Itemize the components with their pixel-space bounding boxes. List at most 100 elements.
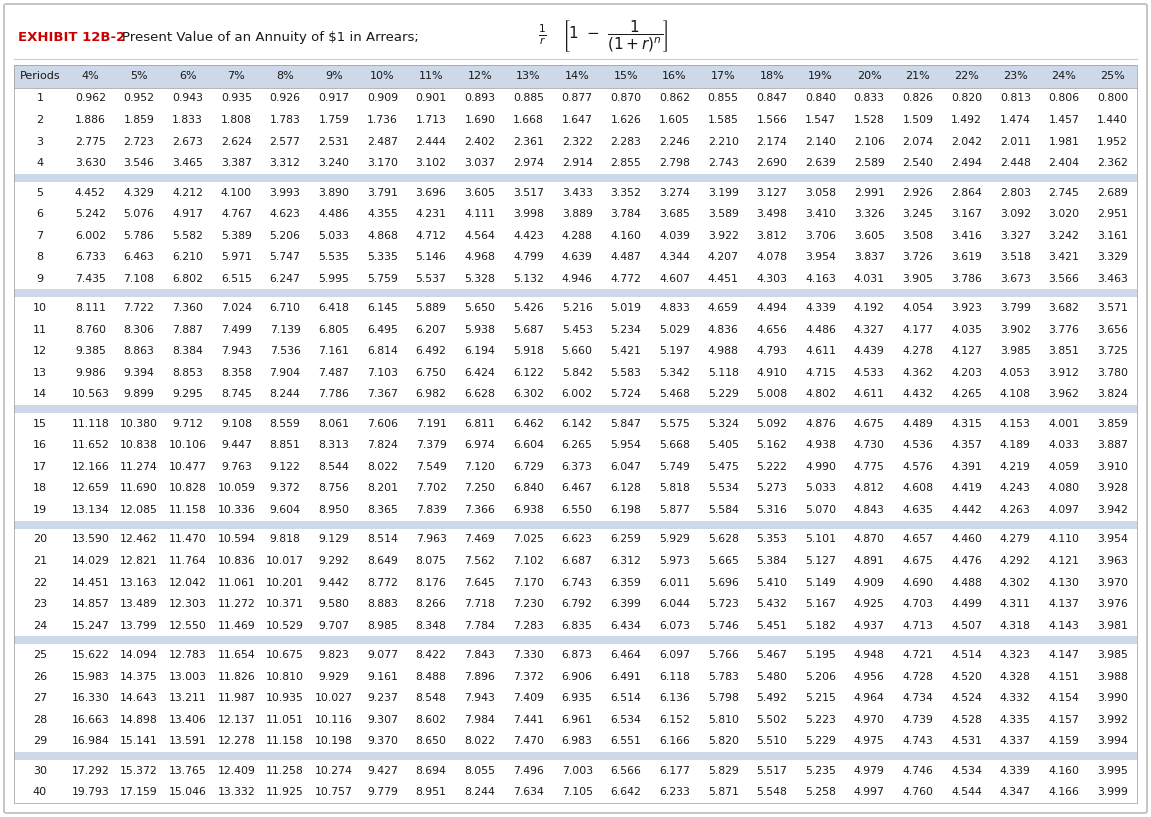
Text: 8.851: 8.851 bbox=[269, 440, 300, 450]
Text: 5.149: 5.149 bbox=[806, 578, 836, 587]
Text: 14.375: 14.375 bbox=[120, 672, 158, 681]
Text: 5.468: 5.468 bbox=[660, 390, 689, 400]
Text: 0.806: 0.806 bbox=[1049, 93, 1080, 104]
Text: 5.101: 5.101 bbox=[805, 534, 836, 544]
Text: 7.366: 7.366 bbox=[464, 505, 495, 515]
Text: 6.073: 6.073 bbox=[660, 621, 689, 631]
Text: 4.870: 4.870 bbox=[854, 534, 885, 544]
Text: 5.847: 5.847 bbox=[610, 419, 641, 429]
Text: 5.687: 5.687 bbox=[513, 324, 544, 335]
Text: 5.582: 5.582 bbox=[173, 230, 203, 241]
Text: 3.240: 3.240 bbox=[318, 158, 349, 168]
Text: 4.793: 4.793 bbox=[756, 346, 787, 356]
Text: 1.808: 1.808 bbox=[221, 115, 252, 125]
Text: 5.182: 5.182 bbox=[806, 621, 836, 631]
Text: 0.926: 0.926 bbox=[269, 93, 300, 104]
Text: 4.442: 4.442 bbox=[951, 505, 982, 515]
Text: 5.938: 5.938 bbox=[464, 324, 495, 335]
Bar bbox=[14, 550, 1137, 572]
Bar bbox=[14, 499, 1137, 520]
Text: 11.272: 11.272 bbox=[218, 599, 256, 609]
Text: 9.372: 9.372 bbox=[269, 484, 300, 493]
Text: 2.689: 2.689 bbox=[1097, 188, 1128, 198]
Text: 6.177: 6.177 bbox=[660, 766, 689, 775]
Text: 6.097: 6.097 bbox=[660, 650, 689, 660]
Text: 5.724: 5.724 bbox=[610, 390, 641, 400]
Text: 0.935: 0.935 bbox=[221, 93, 252, 104]
Text: 5.426: 5.426 bbox=[513, 303, 544, 313]
Text: 7.170: 7.170 bbox=[513, 578, 544, 587]
Text: 6.373: 6.373 bbox=[562, 462, 593, 472]
Text: 6.011: 6.011 bbox=[660, 578, 689, 587]
Bar bbox=[14, 383, 1137, 405]
Text: 9.108: 9.108 bbox=[221, 419, 252, 429]
Text: 4.157: 4.157 bbox=[1049, 715, 1080, 725]
Text: 5.584: 5.584 bbox=[708, 505, 739, 515]
Text: 4.489: 4.489 bbox=[902, 419, 933, 429]
Text: 5.475: 5.475 bbox=[708, 462, 739, 472]
Text: 6.302: 6.302 bbox=[513, 390, 544, 400]
Text: 14%: 14% bbox=[565, 71, 589, 82]
Text: 3.851: 3.851 bbox=[1049, 346, 1080, 356]
Text: 0.826: 0.826 bbox=[902, 93, 933, 104]
Text: 4.576: 4.576 bbox=[902, 462, 933, 472]
Text: 4.279: 4.279 bbox=[1000, 534, 1031, 544]
Text: 6.961: 6.961 bbox=[562, 715, 593, 725]
Text: 4.243: 4.243 bbox=[1000, 484, 1031, 493]
Text: 8.022: 8.022 bbox=[367, 462, 398, 472]
Text: 9.427: 9.427 bbox=[367, 766, 398, 775]
Text: 21: 21 bbox=[33, 556, 47, 566]
Text: 3.508: 3.508 bbox=[902, 230, 933, 241]
Text: 0.943: 0.943 bbox=[173, 93, 204, 104]
Text: 4.703: 4.703 bbox=[902, 599, 933, 609]
Text: 6.623: 6.623 bbox=[562, 534, 593, 544]
Text: 6.434: 6.434 bbox=[610, 621, 641, 631]
Text: 5.162: 5.162 bbox=[756, 440, 787, 450]
Text: 4.760: 4.760 bbox=[902, 788, 933, 797]
Text: 3.037: 3.037 bbox=[464, 158, 495, 168]
Text: 7.230: 7.230 bbox=[513, 599, 544, 609]
Text: 5.871: 5.871 bbox=[708, 788, 739, 797]
Text: 2.362: 2.362 bbox=[1097, 158, 1128, 168]
Text: 16%: 16% bbox=[662, 71, 687, 82]
Text: 4.311: 4.311 bbox=[1000, 599, 1031, 609]
Text: 9.442: 9.442 bbox=[319, 578, 349, 587]
Text: 3.421: 3.421 bbox=[1049, 252, 1080, 262]
Text: 23%: 23% bbox=[1003, 71, 1028, 82]
Text: 4.956: 4.956 bbox=[854, 672, 885, 681]
Text: 10.675: 10.675 bbox=[266, 650, 304, 660]
Text: 0.909: 0.909 bbox=[367, 93, 398, 104]
Text: 12.166: 12.166 bbox=[71, 462, 109, 472]
Text: 1.585: 1.585 bbox=[708, 115, 739, 125]
Text: 12%: 12% bbox=[467, 71, 493, 82]
Text: 5.242: 5.242 bbox=[75, 209, 106, 219]
Text: 4.263: 4.263 bbox=[1000, 505, 1031, 515]
Bar bbox=[14, 297, 1137, 319]
Text: 12.278: 12.278 bbox=[218, 736, 256, 746]
Text: 7.409: 7.409 bbox=[513, 693, 544, 703]
Bar bbox=[14, 529, 1137, 550]
Text: 10.563: 10.563 bbox=[71, 390, 109, 400]
Text: 10.106: 10.106 bbox=[169, 440, 207, 450]
Text: 4.975: 4.975 bbox=[854, 736, 885, 746]
Text: 3.902: 3.902 bbox=[1000, 324, 1031, 335]
Text: 1.981: 1.981 bbox=[1049, 136, 1080, 146]
Text: 5.818: 5.818 bbox=[660, 484, 689, 493]
Text: 4.451: 4.451 bbox=[708, 274, 739, 283]
Text: 3.954: 3.954 bbox=[806, 252, 836, 262]
Text: 0.800: 0.800 bbox=[1097, 93, 1128, 104]
Text: 5.877: 5.877 bbox=[660, 505, 689, 515]
Text: 14: 14 bbox=[33, 390, 47, 400]
Text: 10.198: 10.198 bbox=[315, 736, 352, 746]
Text: 7.025: 7.025 bbox=[513, 534, 544, 544]
Text: 1.759: 1.759 bbox=[319, 115, 349, 125]
Text: 19.793: 19.793 bbox=[71, 788, 109, 797]
Text: 4.487: 4.487 bbox=[610, 252, 641, 262]
Text: 0.952: 0.952 bbox=[123, 93, 154, 104]
Text: 5.316: 5.316 bbox=[756, 505, 787, 515]
Text: 1.783: 1.783 bbox=[269, 115, 300, 125]
Text: 4.639: 4.639 bbox=[562, 252, 593, 262]
Text: 7.102: 7.102 bbox=[513, 556, 544, 566]
Text: 4.189: 4.189 bbox=[1000, 440, 1031, 450]
Text: 4.836: 4.836 bbox=[708, 324, 739, 335]
